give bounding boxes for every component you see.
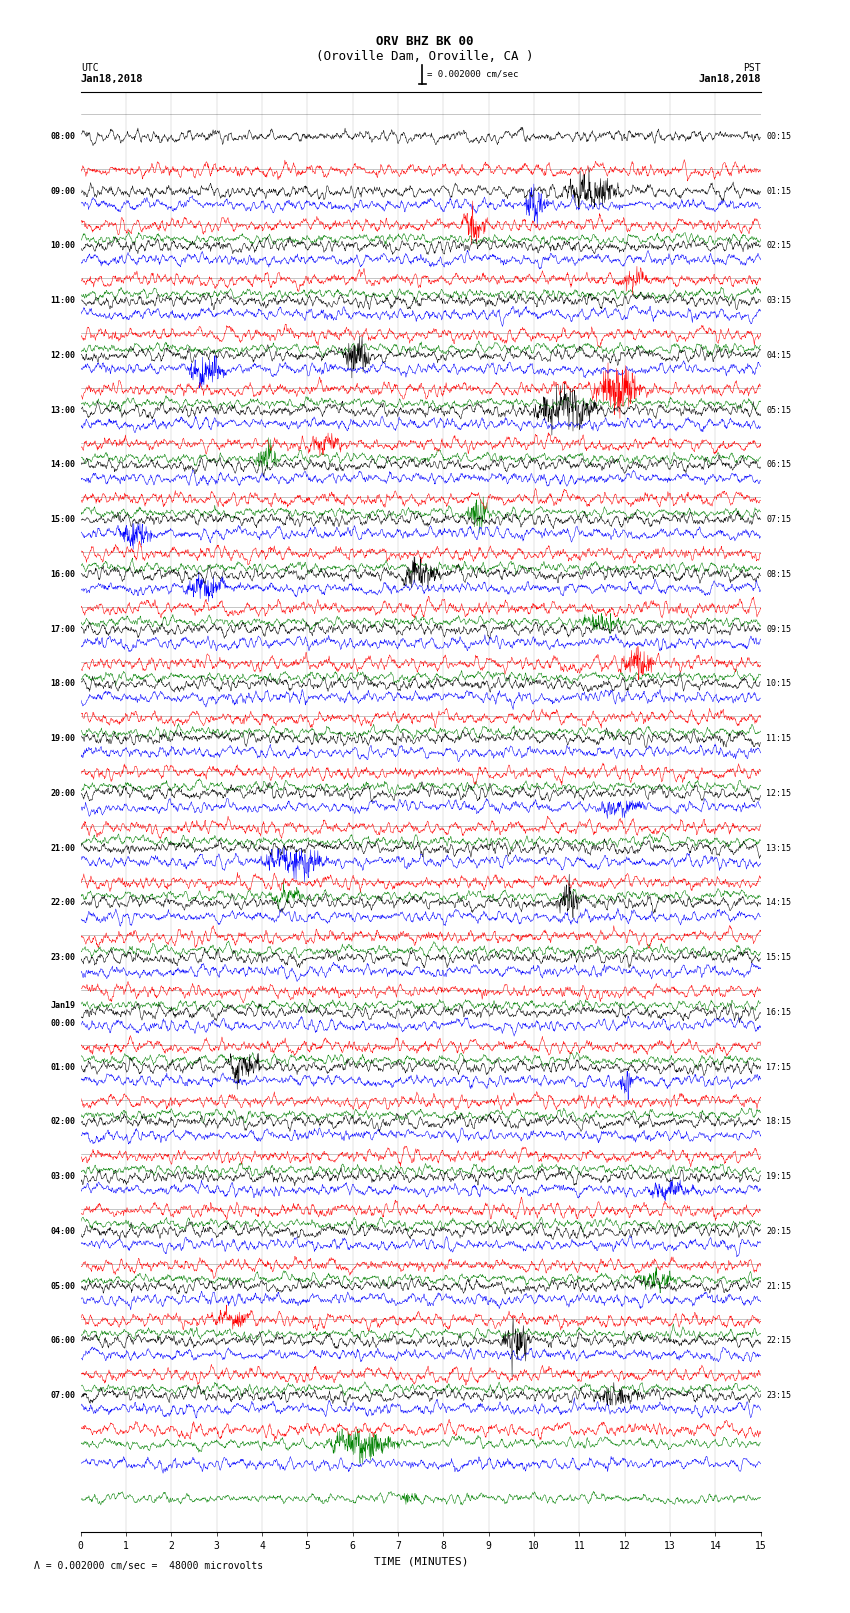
Text: 08:00: 08:00 — [50, 132, 76, 140]
Text: 16:00: 16:00 — [50, 569, 76, 579]
Text: 18:15: 18:15 — [766, 1118, 791, 1126]
Text: 20:15: 20:15 — [766, 1227, 791, 1236]
Text: 16:15: 16:15 — [766, 1008, 791, 1016]
Text: 15:00: 15:00 — [50, 515, 76, 524]
Text: 14:00: 14:00 — [50, 460, 76, 469]
Text: 11:00: 11:00 — [50, 297, 76, 305]
Text: 07:15: 07:15 — [766, 515, 791, 524]
Text: 22:15: 22:15 — [766, 1336, 791, 1345]
Text: 04:15: 04:15 — [766, 352, 791, 360]
Text: 05:15: 05:15 — [766, 405, 791, 415]
Text: 18:00: 18:00 — [50, 679, 76, 689]
Text: 15:15: 15:15 — [766, 953, 791, 961]
Text: 17:15: 17:15 — [766, 1063, 791, 1071]
Text: 17:00: 17:00 — [50, 624, 76, 634]
Text: 21:00: 21:00 — [50, 844, 76, 853]
Text: 08:15: 08:15 — [766, 569, 791, 579]
X-axis label: TIME (MINUTES): TIME (MINUTES) — [373, 1557, 468, 1566]
Text: 23:15: 23:15 — [766, 1390, 791, 1400]
Text: 00:15: 00:15 — [766, 132, 791, 140]
Text: 23:00: 23:00 — [50, 953, 76, 961]
Text: 09:00: 09:00 — [50, 187, 76, 195]
Text: 11:15: 11:15 — [766, 734, 791, 744]
Text: 21:15: 21:15 — [766, 1281, 791, 1290]
Text: Jan18,2018: Jan18,2018 — [81, 74, 144, 84]
Text: Jan19: Jan19 — [50, 1000, 76, 1010]
Text: 10:15: 10:15 — [766, 679, 791, 689]
Text: 13:00: 13:00 — [50, 405, 76, 415]
Text: 01:15: 01:15 — [766, 187, 791, 195]
Text: Λ = 0.002000 cm/sec =  48000 microvolts: Λ = 0.002000 cm/sec = 48000 microvolts — [34, 1561, 264, 1571]
Text: 14:15: 14:15 — [766, 898, 791, 908]
Text: 06:15: 06:15 — [766, 460, 791, 469]
Text: 13:15: 13:15 — [766, 844, 791, 853]
Text: PST: PST — [743, 63, 761, 73]
Text: 02:15: 02:15 — [766, 242, 791, 250]
Text: 04:00: 04:00 — [50, 1227, 76, 1236]
Text: = 0.002000 cm/sec: = 0.002000 cm/sec — [427, 69, 518, 79]
Text: ORV BHZ BK 00: ORV BHZ BK 00 — [377, 35, 473, 48]
Text: 06:00: 06:00 — [50, 1336, 76, 1345]
Text: 03:00: 03:00 — [50, 1173, 76, 1181]
Text: 20:00: 20:00 — [50, 789, 76, 798]
Text: 22:00: 22:00 — [50, 898, 76, 908]
Text: (Oroville Dam, Oroville, CA ): (Oroville Dam, Oroville, CA ) — [316, 50, 534, 63]
Text: 19:15: 19:15 — [766, 1173, 791, 1181]
Text: 12:15: 12:15 — [766, 789, 791, 798]
Text: 10:00: 10:00 — [50, 242, 76, 250]
Text: 03:15: 03:15 — [766, 297, 791, 305]
Text: 12:00: 12:00 — [50, 352, 76, 360]
Text: 02:00: 02:00 — [50, 1118, 76, 1126]
Text: 01:00: 01:00 — [50, 1063, 76, 1071]
Text: 19:00: 19:00 — [50, 734, 76, 744]
Text: 05:00: 05:00 — [50, 1281, 76, 1290]
Text: 09:15: 09:15 — [766, 624, 791, 634]
Text: 00:00: 00:00 — [50, 1019, 76, 1029]
Text: UTC: UTC — [81, 63, 99, 73]
Text: 07:00: 07:00 — [50, 1390, 76, 1400]
Text: Jan18,2018: Jan18,2018 — [698, 74, 761, 84]
